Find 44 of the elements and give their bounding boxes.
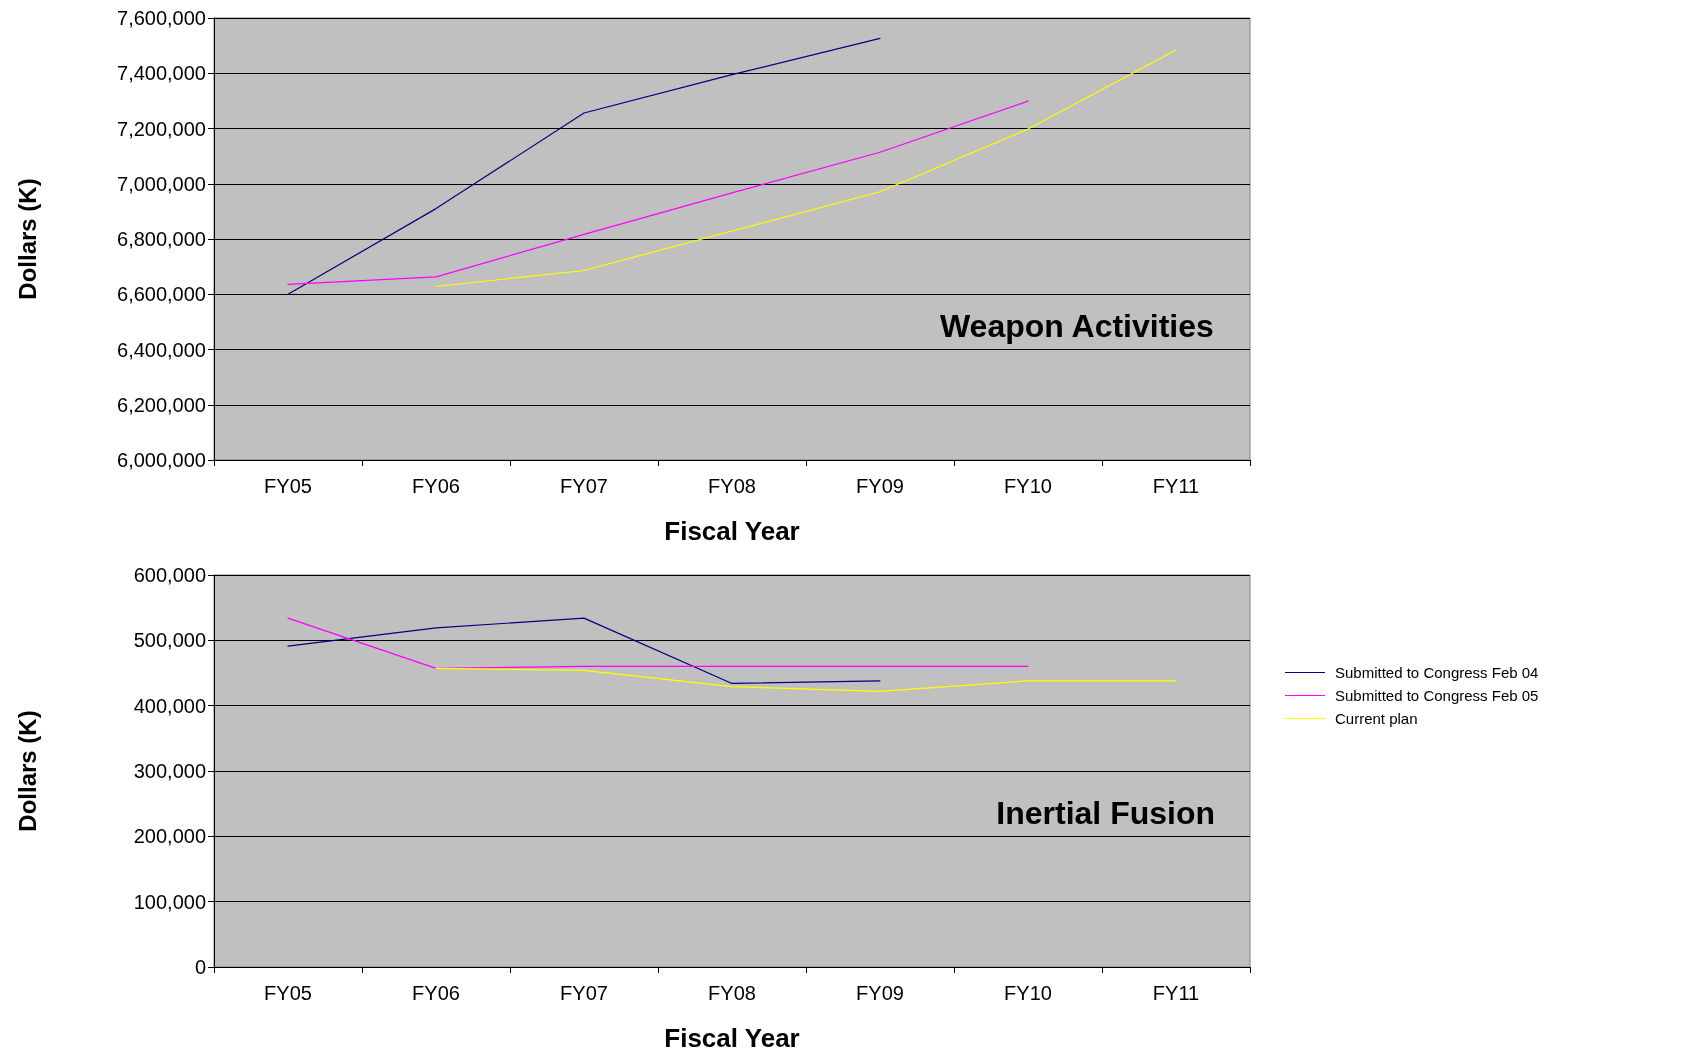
line-series — [435, 49, 1177, 288]
x-tick-label: FY05 — [264, 475, 312, 497]
y-tick-label: 7,000,000 — [117, 172, 206, 195]
y-tick-label: 200,000 — [133, 825, 206, 848]
text: Inertial Fusion — [996, 795, 1215, 831]
x-tick-label: FY06 — [412, 475, 460, 497]
y-tick-label: 0 — [194, 956, 206, 978]
x-tick-label: FY11 — [1152, 475, 1200, 497]
y-tick-label: 7,600,000 — [117, 7, 206, 29]
x-tick-label: FY08 — [708, 982, 756, 1004]
x-axis-title: Fiscal Year — [664, 516, 800, 546]
y-tick-label: 500,000 — [133, 629, 206, 652]
x-tick-label: FY10 — [1004, 982, 1052, 1004]
x-tick-label: FY07 — [560, 475, 608, 497]
line-series — [287, 617, 881, 685]
y-tick-label: 7,200,000 — [117, 117, 206, 140]
y-tick-label: 6,600,000 — [117, 283, 206, 306]
legend-label: Submitted to Congress Feb 04 — [1335, 664, 1539, 681]
x-tick-label: FY07 — [560, 982, 608, 1004]
line-series — [435, 667, 1177, 692]
y-tick-label: 400,000 — [133, 694, 206, 717]
x-tick-label: FY11 — [1152, 982, 1200, 1004]
x-tick-label: FY05 — [264, 982, 312, 1004]
y-tick-label: 100,000 — [133, 890, 206, 913]
line-series — [287, 37, 881, 295]
text: Weapon Activities — [939, 308, 1214, 344]
y-tick-label: 6,200,000 — [117, 393, 206, 416]
line-series — [287, 100, 1029, 285]
x-tick-label: FY08 — [708, 475, 756, 497]
y-tick-label: 300,000 — [133, 760, 206, 782]
x-tick-label: FY10 — [1004, 475, 1052, 497]
y-tick-label: 600,000 — [133, 564, 206, 586]
x-tick-label: FY09 — [856, 475, 904, 497]
x-tick-label: FY09 — [856, 982, 904, 1004]
legend-label: Submitted to Congress Feb 05 — [1335, 687, 1539, 704]
y-tick-label: 7,400,000 — [117, 62, 206, 85]
x-tick-label: FY06 — [412, 982, 460, 1004]
legend-label: Current plan — [1335, 710, 1418, 727]
y-axis-title: Dollars (K) — [13, 710, 41, 832]
y-tick-label: 6,000,000 — [117, 449, 206, 471]
y-tick-label: 6,400,000 — [117, 338, 206, 361]
y-tick-label: 6,800,000 — [117, 228, 206, 250]
y-axis-title: Dollars (K) — [13, 178, 41, 300]
x-axis-title: Fiscal Year — [664, 1023, 800, 1053]
